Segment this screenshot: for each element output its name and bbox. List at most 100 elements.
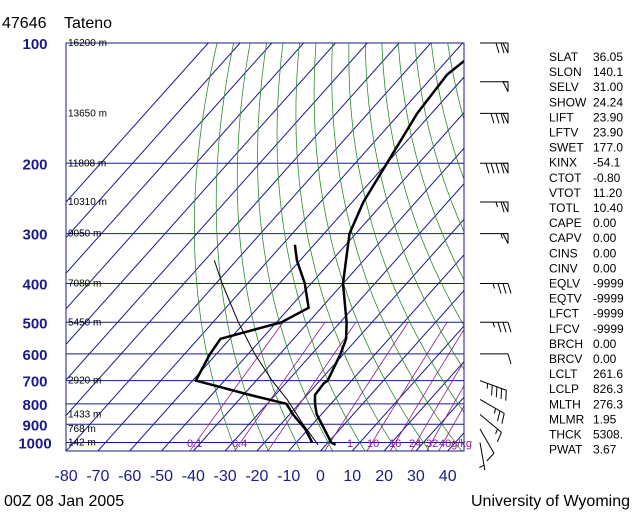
wind-barb [479, 380, 507, 401]
index-name: EQTV [549, 292, 582, 306]
index-name: SHOW [549, 95, 587, 109]
wind-barb-full [505, 390, 507, 401]
mixing-ratio-label: 0.1 [187, 438, 202, 450]
mixing-ratio-line [438, 405, 464, 451]
wind-barb [480, 81, 509, 92]
wind-barb-full [507, 283, 512, 294]
wind-barb-full [500, 42, 505, 54]
wind-barbs [479, 42, 512, 471]
wind-barb-half [495, 428, 499, 435]
isotherm--10 [288, 254, 464, 451]
height-label: 768 m [68, 424, 96, 435]
index-name: SELV [549, 80, 579, 94]
index-name: BRCH [549, 337, 583, 351]
pressure-tick-label: 300 [22, 227, 47, 244]
isotherm--120 [66, 43, 305, 310]
mixing-ratio-line [389, 328, 464, 451]
index-value: 0.00 [593, 261, 617, 275]
dry-adiabat [397, 43, 464, 281]
isotherm--50 [161, 111, 464, 451]
temperature-tick-label: 40 [439, 468, 457, 485]
index-value: 23.90 [593, 110, 623, 124]
index-value: -9999 [593, 277, 624, 291]
mixing-ratio-label: 10 [367, 438, 379, 450]
wind-barb [479, 398, 505, 424]
index-name: SLON [549, 65, 582, 79]
temperature-tick-label: 20 [375, 468, 393, 485]
mixing-ratio-label: 32 [426, 438, 438, 450]
isotherm-20 [383, 360, 464, 451]
parcel-trace [213, 260, 319, 446]
mixing-ratio-label: 16 [389, 438, 401, 450]
wind-barb-flag [502, 42, 509, 54]
index-name: MLTH [549, 397, 581, 411]
wind-barb-full [496, 432, 502, 443]
isotherm--20 [256, 218, 464, 451]
wind-barb-full [502, 322, 507, 333]
wind-barb-flag [502, 162, 509, 174]
wind-barb-half [493, 408, 497, 414]
dry-adiabat [313, 43, 430, 451]
index-name: LCLT [549, 367, 578, 381]
wind-barb-full [486, 452, 495, 462]
index-name: CAPV [549, 231, 582, 245]
isotherm--100 [66, 43, 368, 381]
wind-barb [479, 428, 495, 462]
index-name: PWAT [549, 443, 583, 457]
isotherm--130 [66, 43, 273, 275]
station-name: Tateno [64, 15, 112, 32]
dry-adiabat [257, 43, 334, 451]
temperature-tick-label: -30 [214, 468, 237, 485]
wind-barb [480, 201, 509, 213]
dry-adiabat [193, 43, 237, 451]
wind-barb-half [492, 322, 495, 328]
height-label: 9050 m [68, 229, 101, 240]
temperature-tick-label: 10 [343, 468, 361, 485]
index-value: 261.6 [593, 367, 623, 381]
index-value: 36.05 [593, 50, 623, 64]
wind-barb-full [500, 163, 505, 174]
mixing-ratio-line [189, 322, 284, 451]
dry-adiabat [365, 43, 464, 371]
mixing-ratio-label: 0.4 [232, 438, 247, 450]
plot-border [65, 42, 465, 452]
wind-barb-full [495, 42, 500, 54]
grid-lines [66, 43, 464, 451]
index-value: -9999 [593, 307, 624, 321]
index-name: VTOT [549, 186, 581, 200]
isotherm--140 [66, 43, 241, 239]
source-label: University of Wyoming [471, 493, 630, 510]
index-value: 276.3 [593, 397, 623, 411]
index-name: SWET [549, 141, 584, 155]
temperature-tick-label: -70 [86, 468, 109, 485]
pressure-tick-label: 900 [22, 417, 47, 434]
wind-barb-full [485, 163, 490, 174]
time-label: 00Z 08 Jan 2005 [4, 493, 124, 510]
wind-barb-staff [479, 428, 495, 454]
temperature-tick-label: 0 [316, 468, 325, 485]
wind-barb [480, 283, 512, 294]
index-value: 0.00 [593, 337, 617, 351]
mixing-ratio-line [234, 322, 326, 451]
pressure-tick-label: 100 [22, 36, 47, 53]
wind-barb [480, 112, 509, 124]
wind-barb [480, 42, 509, 54]
height-label: 2920 m [68, 376, 101, 387]
isotherm-0 [320, 289, 464, 451]
mixing-ratio-line [426, 385, 464, 451]
index-name: LFCT [549, 307, 580, 321]
height-label: 11808 m [68, 158, 106, 169]
index-name: KINX [549, 156, 577, 170]
height-label: 7080 m [68, 279, 101, 290]
pressure-tick-label: 1000 [18, 436, 51, 453]
index-value: 11.20 [593, 186, 622, 200]
temperature-tick-label: -40 [182, 468, 205, 485]
station-id: 47646 [2, 15, 47, 32]
wind-barb-full [507, 322, 512, 333]
wind-barb [480, 321, 512, 333]
temperature-tick-label: 30 [407, 468, 425, 485]
wind-barb-flag [502, 112, 509, 124]
mixing-ratio-line [267, 322, 357, 451]
index-value: 0.00 [593, 231, 617, 245]
pressure-tick-label: 600 [22, 347, 47, 364]
